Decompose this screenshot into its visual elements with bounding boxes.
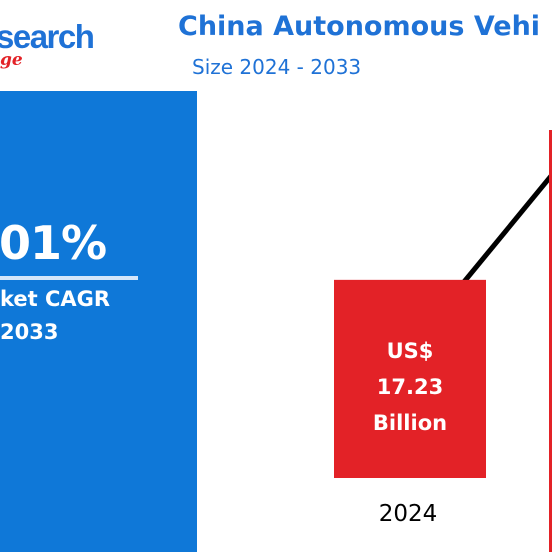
bar-2024 [334,279,486,478]
cagr-value: 01% [0,216,107,270]
cagr-underline [0,276,138,280]
bar-data-label: 17.23 [377,375,443,399]
cagr-period: 2033 [0,320,59,344]
page-subtitle: Size 2024 - 2033 [192,55,362,79]
cagr-label: ket CAGR [0,287,111,311]
bar-data-label: Billion [373,411,447,435]
logo-wordmark: search [0,18,95,55]
x-tick-label: 2024 [379,501,438,527]
cagr-panel [0,91,197,552]
page-title: China Autonomous Vehi [178,11,541,42]
bar-cropped [549,130,552,552]
bar-data-label: US$ [387,339,434,363]
trend-line [462,170,552,284]
logo-tagline: ge [0,50,23,70]
